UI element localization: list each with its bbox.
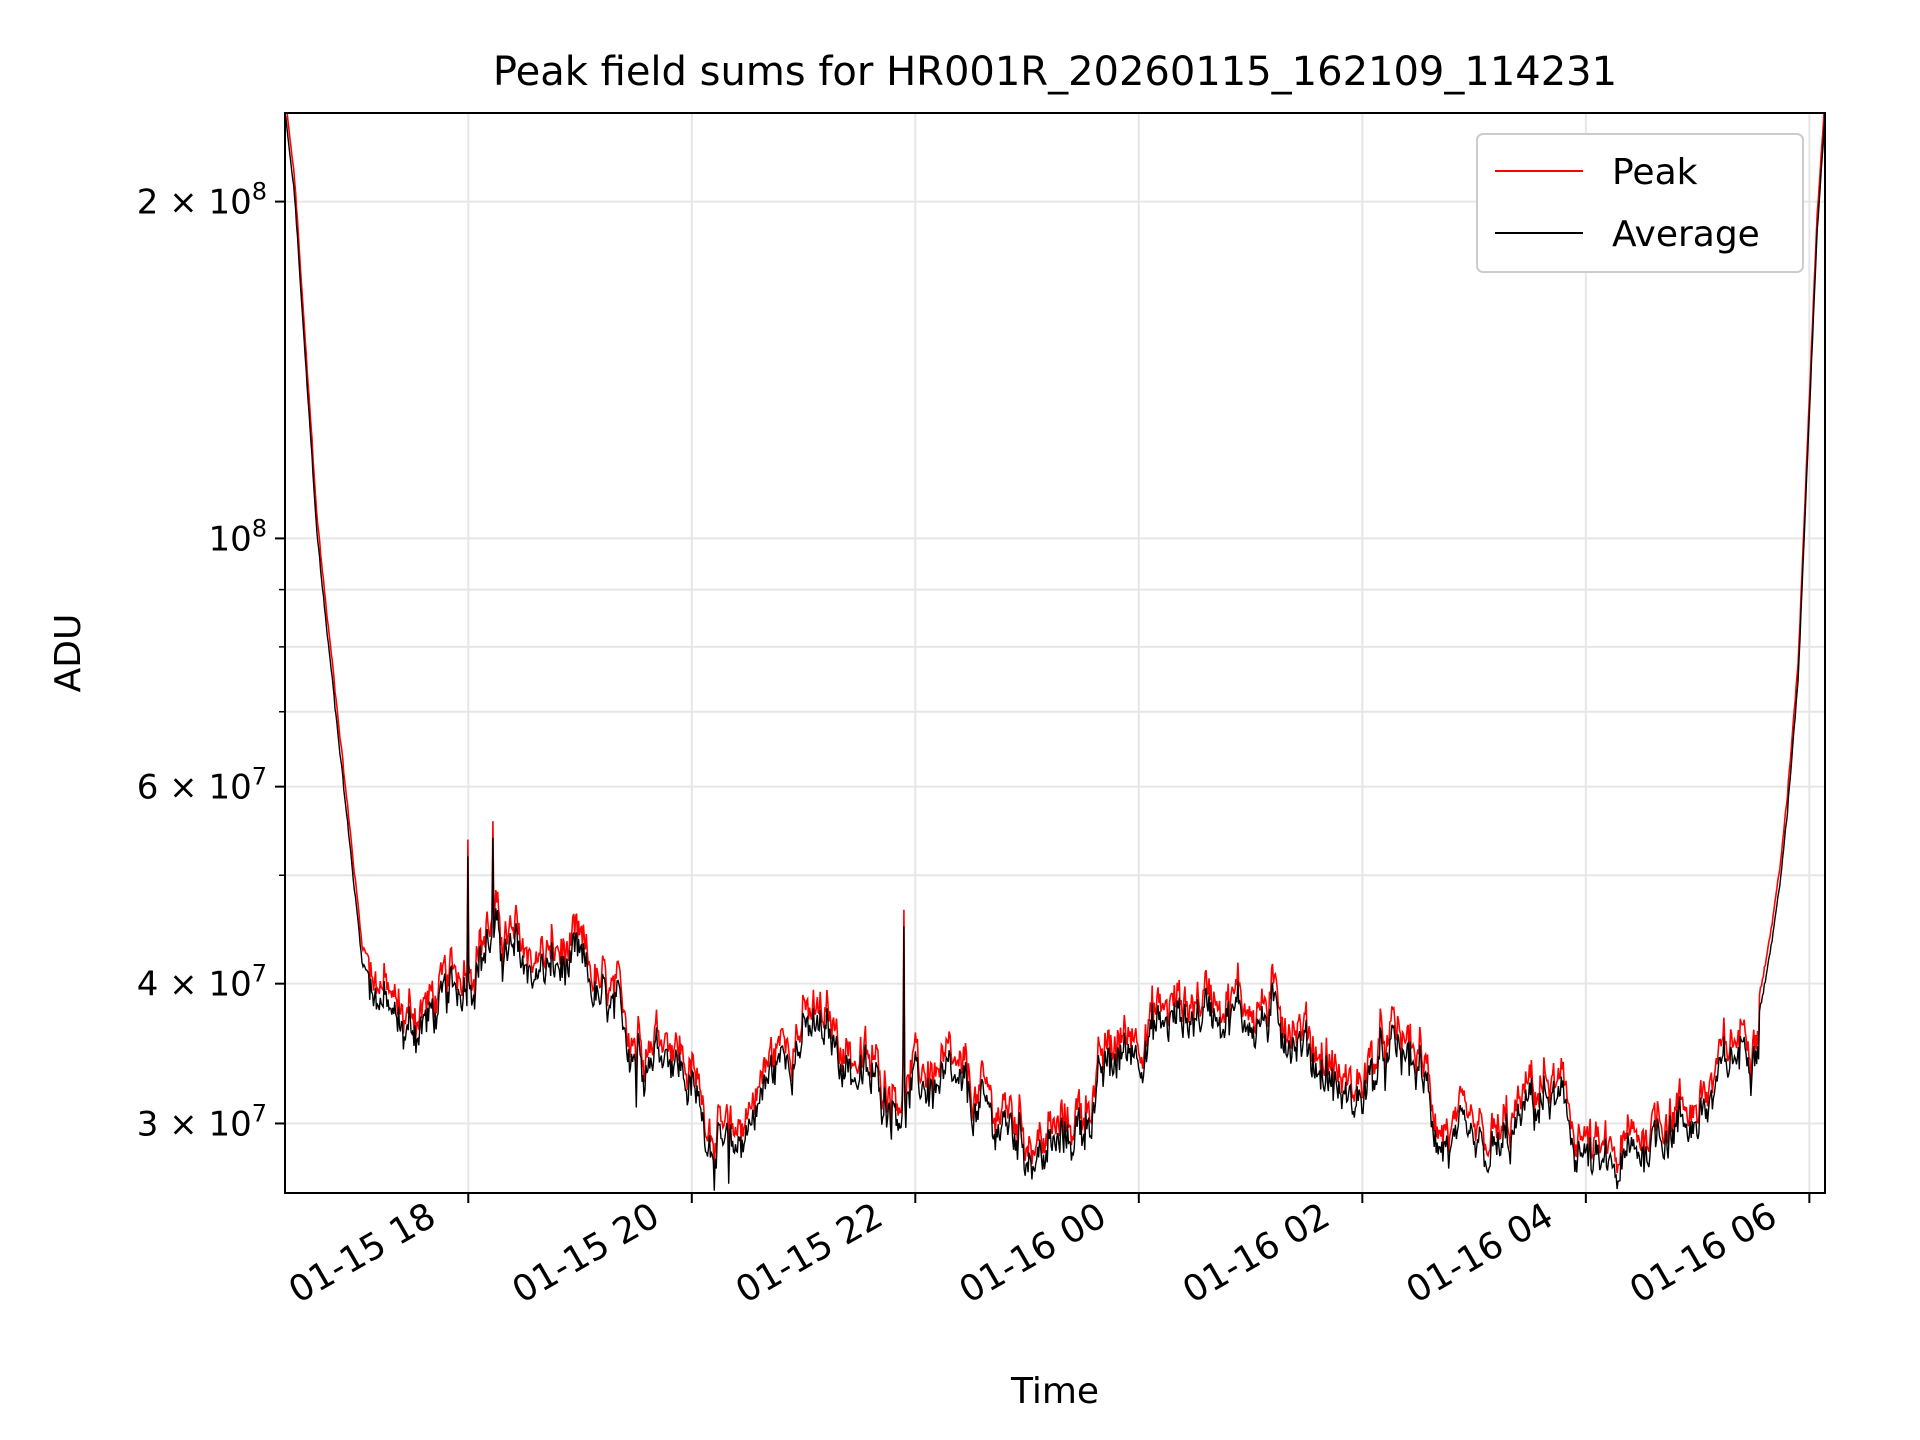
series-line-peak bbox=[286, 113, 1825, 1177]
y-axis-label: ADU bbox=[48, 614, 89, 693]
grid bbox=[285, 113, 1825, 1193]
chart-title: Peak field sums for HR001R_20260115_1621… bbox=[493, 49, 1617, 95]
x-axis-label: Time bbox=[1010, 1371, 1099, 1412]
legend-box bbox=[1476, 133, 1804, 273]
series-layer bbox=[285, 113, 1825, 1191]
legend: Peak Average bbox=[1476, 133, 1804, 273]
legend-average-label: Average bbox=[1612, 214, 1760, 255]
y-tick-label: 3 × 107 bbox=[137, 1099, 267, 1144]
y-tick-label: 6 × 107 bbox=[137, 763, 267, 808]
legend-peak-label: Peak bbox=[1612, 152, 1698, 193]
y-tick-label: 2 × 108 bbox=[137, 178, 267, 223]
plot-frame bbox=[284, 112, 1826, 1194]
series-line-average bbox=[285, 113, 1825, 1191]
y-tick-label: 108 bbox=[208, 514, 267, 559]
y-tick-label: 4 × 107 bbox=[137, 960, 267, 1005]
